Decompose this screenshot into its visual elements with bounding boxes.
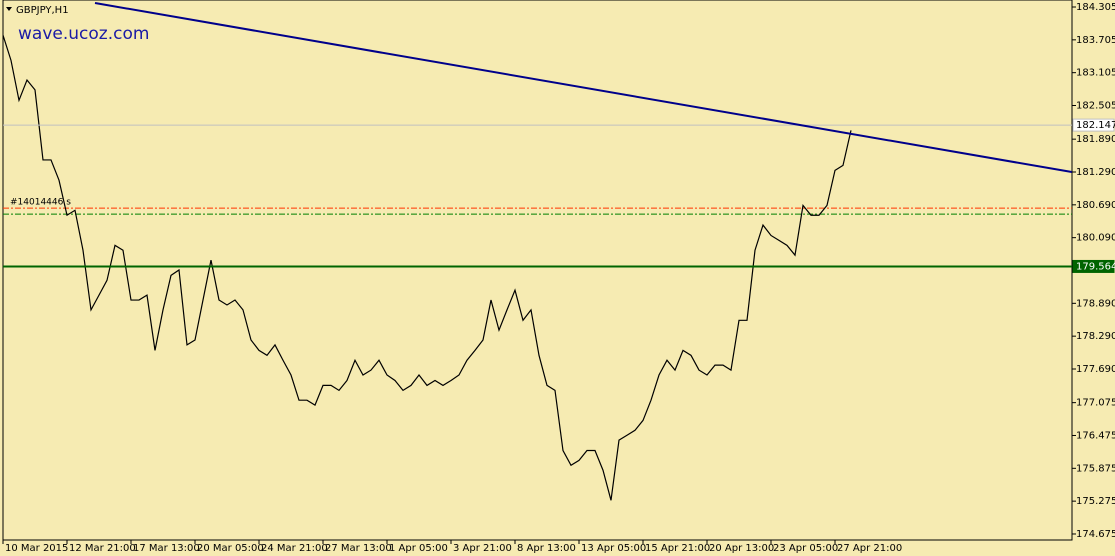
price-line	[2, 35, 852, 501]
y-tick-label: 178.290	[1076, 331, 1115, 342]
y-tick-label: 180.690	[1076, 200, 1115, 211]
y-tick-label: 178.890	[1076, 298, 1115, 309]
y-tick-label: 180.090	[1076, 233, 1115, 244]
y-tick-label: 176.475	[1076, 430, 1115, 441]
y-tick-label: 183.105	[1076, 68, 1115, 79]
x-tick-label: 27 Apr 21:00	[837, 543, 902, 554]
y-tick-label: 174.675	[1076, 529, 1115, 540]
plot-frame	[2, 0, 1073, 541]
price-level-label: 179.564	[1076, 261, 1115, 272]
x-tick-label: 13 Apr 05:00	[581, 543, 646, 554]
menu-arrow	[6, 7, 12, 11]
x-tick-label: 15 Apr 21:00	[645, 543, 710, 554]
x-tick-label: 23 Apr 05:00	[773, 543, 838, 554]
y-tick-label: 177.075	[1076, 398, 1115, 409]
x-tick-label: 20 Apr 13:00	[709, 543, 774, 554]
x-tick-label: 27 Mar 13:00	[325, 543, 392, 554]
y-tick-label: 175.875	[1076, 463, 1115, 474]
x-tick-label: 10 Mar 2015	[5, 543, 68, 554]
y-tick-label: 183.705	[1076, 35, 1115, 46]
x-tick-label: 3 Apr 21:00	[453, 543, 512, 554]
x-tick-label: 24 Mar 21:00	[261, 543, 328, 554]
x-tick-label: 1 Apr 05:00	[389, 543, 448, 554]
x-tick-label: 17 Mar 13:00	[133, 543, 200, 554]
y-tick-label: 181.890	[1076, 134, 1115, 145]
order-label: #14014446 s	[10, 198, 71, 208]
y-tick-label: 181.290	[1076, 167, 1115, 178]
y-tick-label: 177.690	[1076, 364, 1115, 375]
watermark: wave.ucoz.com	[18, 24, 149, 44]
y-tick-label: 184.305	[1076, 2, 1115, 13]
price-level-label: 182.147	[1076, 120, 1115, 131]
price-level-box	[1072, 259, 1115, 273]
x-tick-label: 20 Mar 05:00	[197, 543, 264, 554]
y-tick-label: 175.275	[1076, 496, 1115, 507]
x-tick-label: 12 Mar 21:00	[69, 543, 136, 554]
chart-title: GBPJPY,H1	[16, 5, 69, 16]
x-tick-label: 8 Apr 13:00	[517, 543, 576, 554]
y-tick-label: 182.505	[1076, 101, 1115, 112]
trendline	[94, 2, 1072, 174]
price-level-box	[1072, 118, 1115, 132]
